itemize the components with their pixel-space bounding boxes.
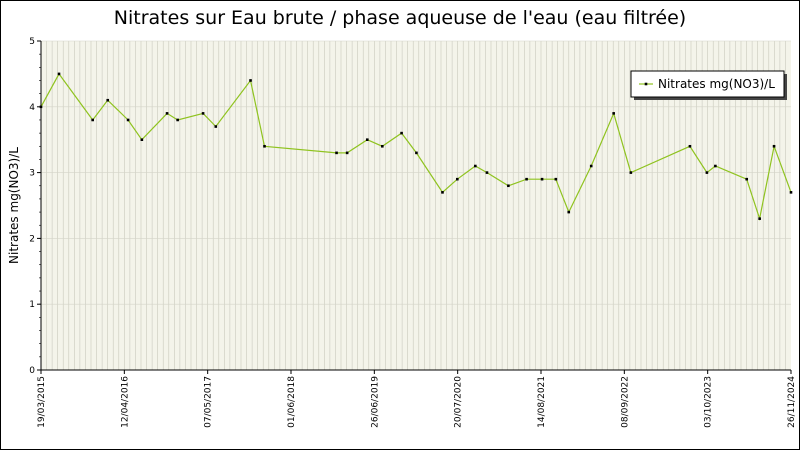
data-point bbox=[441, 191, 444, 194]
series-group bbox=[39, 72, 793, 222]
y-tick-label: 5 bbox=[29, 37, 35, 47]
legend-label: Nitrates mg(NO3)/L bbox=[658, 77, 775, 91]
data-point bbox=[758, 217, 761, 220]
data-point bbox=[714, 164, 717, 168]
y-axis-title: Nitrates mg(NO3)/L bbox=[7, 147, 21, 264]
data-point bbox=[335, 151, 338, 155]
data-point bbox=[485, 171, 489, 174]
data-point bbox=[91, 118, 94, 122]
data-point bbox=[126, 118, 130, 122]
x-tick-label: 26/06/2019 bbox=[370, 376, 380, 428]
data-point bbox=[456, 177, 459, 181]
x-tick-label: 07/05/2017 bbox=[204, 376, 214, 428]
data-point bbox=[688, 144, 692, 148]
x-tick-label: 08/09/2022 bbox=[620, 376, 630, 428]
x-tick-label: 03/10/2023 bbox=[704, 376, 714, 428]
data-point bbox=[789, 191, 793, 194]
data-point bbox=[554, 177, 558, 181]
y-grid bbox=[41, 40, 791, 305]
data-point bbox=[39, 105, 43, 109]
data-point bbox=[57, 72, 61, 76]
data-point bbox=[201, 112, 205, 115]
data-point bbox=[165, 112, 169, 115]
x-tick-label: 19/03/2015 bbox=[37, 376, 47, 428]
data-point bbox=[263, 144, 266, 148]
data-point bbox=[629, 171, 633, 174]
data-point bbox=[589, 164, 593, 168]
legend: Nitrates mg(NO3)/L bbox=[630, 70, 787, 100]
data-point bbox=[140, 138, 144, 141]
chart-title: Nitrates sur Eau brute / phase aqueuse d… bbox=[113, 7, 687, 29]
data-point bbox=[612, 112, 615, 115]
data-point bbox=[705, 171, 709, 174]
y-tick-labels: 0 1 2 3 4 5 bbox=[29, 37, 41, 376]
data-point bbox=[567, 210, 571, 214]
x-tick-label: 01/06/2018 bbox=[287, 376, 297, 428]
data-point bbox=[249, 79, 252, 82]
data-point bbox=[525, 177, 528, 181]
y-tick-label: 1 bbox=[29, 300, 35, 310]
y-tick-label: 4 bbox=[29, 103, 35, 113]
data-point bbox=[176, 118, 179, 122]
data-point bbox=[540, 177, 544, 181]
data-point bbox=[381, 144, 384, 148]
data-point bbox=[345, 151, 349, 155]
x-tick-labels: 19/03/2015 12/04/2016 07/05/2017 01/06/2018… bbox=[37, 370, 797, 428]
data-point bbox=[400, 131, 403, 135]
x-tick-label: 20/07/2020 bbox=[454, 376, 464, 428]
x-tick-label: 14/08/2021 bbox=[537, 376, 547, 428]
y-tick-label: 3 bbox=[29, 169, 35, 179]
data-point bbox=[214, 125, 218, 128]
y-tick-label: 2 bbox=[29, 234, 35, 244]
legend-box bbox=[630, 70, 785, 98]
data-point bbox=[745, 177, 749, 181]
data-point bbox=[365, 138, 369, 141]
data-point bbox=[415, 151, 418, 155]
data-point bbox=[772, 144, 776, 148]
y-tick-label: 0 bbox=[29, 366, 35, 376]
data-point bbox=[106, 98, 110, 102]
legend-marker bbox=[644, 82, 648, 86]
x-tick-label: 26/11/2024 bbox=[787, 376, 797, 428]
data-point bbox=[474, 164, 477, 168]
x-tick-label: 12/04/2016 bbox=[120, 376, 130, 428]
data-point bbox=[507, 184, 510, 188]
axes bbox=[40, 41, 791, 371]
